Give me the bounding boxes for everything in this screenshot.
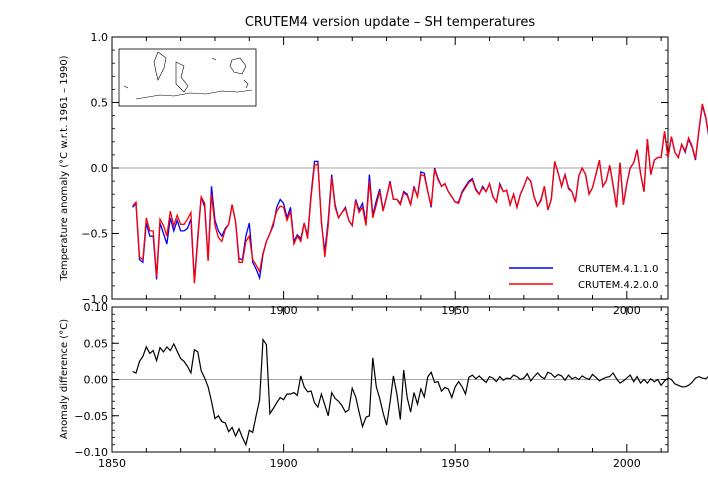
difference-series-line bbox=[132, 337, 708, 447]
x-tick-label: 2000 bbox=[613, 457, 641, 470]
southern-hemisphere-map-icon bbox=[118, 48, 257, 107]
bottom-panel: −0.10−0.050.000.050.10 1850 1900 1950 2000 … bbox=[59, 301, 708, 470]
series-line-crutem-4-2-0-0 bbox=[132, 103, 708, 284]
bottom-y-ticks: −0.10 −0.05 0.00 0.05 0.10 bbox=[74, 301, 668, 459]
y-tick-label: −0.10 bbox=[74, 446, 108, 459]
y-tick-label: 0.00 bbox=[84, 374, 109, 387]
y-tick-label: 0.10 bbox=[84, 301, 109, 314]
legend-label-crutem-4-1-1-0: CRUTEM.4.1.1.0 bbox=[578, 264, 658, 275]
x-tick-label: 1850 bbox=[98, 457, 126, 470]
y-tick-label: −1.0 bbox=[81, 293, 108, 306]
legend: CRUTEM.4.1.1.0 CRUTEM.4.2.0.0 bbox=[509, 264, 658, 291]
top-panel: −1.0−0.50.00.51.0 1900 1950 2000 Temperatu… bbox=[59, 31, 708, 317]
top-y-ticks: −1.0 −0.5 0.0 0.5 1.0 bbox=[81, 31, 668, 306]
legend-label-crutem-4-2-0-0: CRUTEM.4.2.0.0 bbox=[578, 280, 658, 291]
bottom-x-ticks: 1850 1900 1950 2000 bbox=[98, 307, 662, 470]
x-tick-label: 1950 bbox=[441, 457, 469, 470]
x-tick-label: 1900 bbox=[270, 457, 298, 470]
y-tick-label: 0.0 bbox=[91, 162, 109, 175]
y-tick-label: 1.0 bbox=[91, 31, 109, 44]
y-tick-label: −0.5 bbox=[81, 228, 108, 241]
y-tick-label: 0.05 bbox=[84, 337, 109, 350]
chart-title: CRUTEM4 version update – SH temperatures bbox=[245, 15, 536, 30]
bottom-y-axis-label: Anomaly difference (°C) bbox=[59, 319, 70, 439]
y-tick-label: −0.05 bbox=[74, 410, 108, 423]
y-tick-label: 0.5 bbox=[91, 97, 109, 110]
top-y-axis-label: Temperature anomaly (°C w.r.t. 1961 – 19… bbox=[59, 55, 70, 281]
